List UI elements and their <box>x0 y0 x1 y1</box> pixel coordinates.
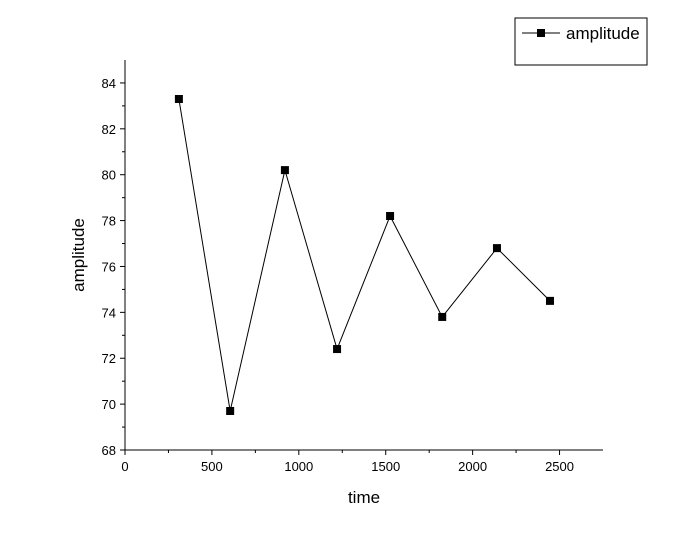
y-tick-label: 80 <box>102 168 116 183</box>
data-point <box>438 312 447 321</box>
y-tick-label: 78 <box>102 214 116 229</box>
x-axis-title: time <box>348 488 380 507</box>
y-tick-label: 84 <box>102 76 116 91</box>
x-tick-label: 1000 <box>284 459 313 474</box>
y-tick-label: 72 <box>102 351 116 366</box>
x-tick-label: 2000 <box>458 459 487 474</box>
series-line <box>178 98 551 412</box>
y-tick-label: 76 <box>102 259 116 274</box>
data-point <box>174 95 183 103</box>
data-point <box>492 244 501 253</box>
y-ticks: 68 70 72 74 76 78 80 82 84 <box>102 76 125 458</box>
data-point <box>226 407 235 415</box>
series-layer <box>174 95 554 415</box>
y-tick-label: 70 <box>102 397 116 412</box>
x-tick-label: 1500 <box>371 459 400 474</box>
legend-label: amplitude <box>566 24 640 43</box>
legend-marker-square <box>537 29 545 37</box>
data-point <box>545 296 554 305</box>
x-tick-label: 0 <box>121 459 128 474</box>
data-point <box>333 345 342 354</box>
data-point <box>280 166 289 175</box>
legend-box <box>514 17 648 66</box>
x-ticks: 0 500 1000 1500 2000 2500 <box>121 450 574 474</box>
axes <box>124 60 603 451</box>
y-tick-label: 82 <box>102 122 116 137</box>
y-axis-title: amplitude <box>69 218 88 292</box>
legend: amplitude <box>514 17 648 66</box>
x-tick-label: 2500 <box>545 459 574 474</box>
x-tick-label: 500 <box>201 459 223 474</box>
y-tick-label: 74 <box>102 305 116 320</box>
data-point <box>386 212 395 220</box>
y-tick-label: 68 <box>102 443 116 458</box>
